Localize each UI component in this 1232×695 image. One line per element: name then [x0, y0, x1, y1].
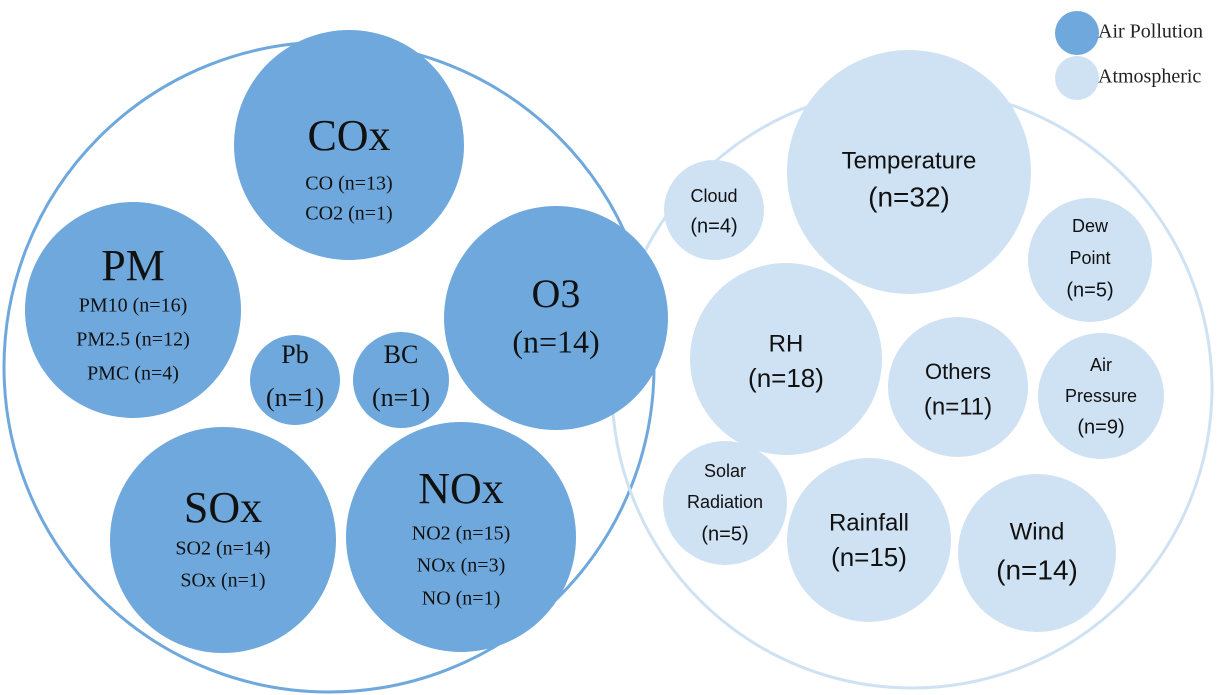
bubble-label: (n=14) [996, 554, 1078, 585]
bubble-label: PMC (n=4) [87, 363, 179, 385]
bubble-label: NO2 (n=15) [412, 523, 511, 545]
bubble-label: SOx (n=1) [180, 570, 265, 592]
bubble [250, 335, 340, 425]
legend-swatch [1055, 56, 1099, 100]
bubble-title: SOx [184, 483, 262, 532]
bubble [958, 474, 1116, 632]
bubble-title: COx [307, 111, 390, 160]
legend-swatch [1055, 11, 1099, 55]
bubble-title: Cloud [690, 186, 737, 206]
bubble-label: (n=1) [372, 383, 430, 412]
bubble [25, 202, 241, 418]
bubble-label: PM2.5 (n=12) [76, 329, 190, 351]
bubble-title: Others [925, 359, 991, 384]
bubble [346, 422, 576, 652]
bubble-title: Pb [281, 340, 308, 369]
bubble-label: Pressure [1065, 386, 1137, 406]
bubble [787, 458, 951, 622]
bubble-label: (n=5) [701, 523, 748, 545]
bubble-title: BC [384, 340, 419, 369]
bubble-label: (n=9) [1077, 416, 1124, 438]
bubble-title: Solar [704, 461, 746, 481]
bubble-label: (n=4) [690, 215, 737, 237]
bubble-title: O3 [532, 271, 581, 316]
bubble-title: Air [1090, 355, 1112, 375]
bubble-label: (n=18) [748, 363, 824, 393]
bubble-label: NOx (n=3) [417, 555, 506, 577]
bubble [787, 50, 1031, 294]
bubble-label: (n=15) [831, 542, 907, 572]
bubble-label: PM10 (n=16) [79, 295, 188, 317]
bubble-label: NO (n=1) [422, 588, 501, 610]
bubble [664, 160, 764, 260]
bubble-title: Temperature [842, 147, 977, 174]
bubble-label: (n=11) [924, 393, 992, 420]
bubble-label: (n=14) [512, 323, 599, 359]
bubble [110, 427, 336, 653]
bubble-label: Point [1069, 248, 1110, 268]
bubble [888, 317, 1028, 457]
bubble [353, 332, 449, 428]
bubble-label: (n=1) [266, 383, 324, 412]
bubble-title: Dew [1072, 216, 1109, 236]
bubble-title: Wind [1010, 518, 1065, 545]
bubble [690, 263, 882, 455]
bubble [1038, 333, 1164, 459]
bubble [663, 441, 787, 565]
bubble [234, 30, 464, 260]
bubble-label: CO2 (n=1) [305, 203, 392, 225]
bubble-label: CO (n=13) [305, 173, 392, 195]
bubble-title: RH [769, 330, 804, 357]
legend-label: Atmospheric [1098, 66, 1201, 88]
bubble-label: (n=32) [868, 181, 950, 212]
bubble-label: SO2 (n=14) [175, 538, 270, 560]
bubble-label: (n=5) [1066, 279, 1113, 301]
bubble-label: Radiation [687, 492, 763, 512]
bubble-title: Rainfall [829, 509, 909, 536]
bubble-title: PM [101, 241, 165, 290]
bubble [1028, 198, 1152, 322]
bubble-title: NOx [418, 464, 504, 513]
bubble [444, 206, 668, 430]
legend-label: Air Pollution [1098, 21, 1203, 43]
